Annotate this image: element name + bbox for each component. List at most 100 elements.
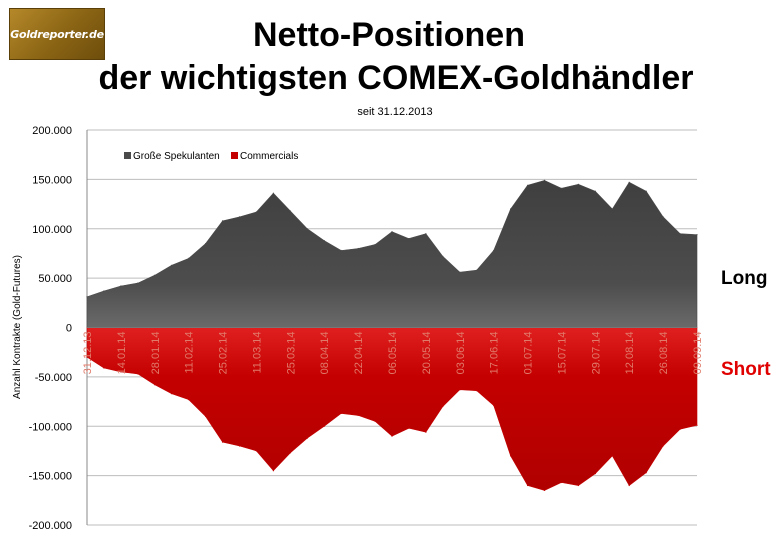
chart-subtitle: seit 31.12.2013 [357,106,433,118]
y-axis: 200.000 150.000 100.000 50.000 0 -50.000 -100.… [29,125,88,532]
x-axis: 31.12.13 14.01.14 28.01.14 11.02.14 25.02.14… [82,332,704,375]
data-point [493,404,495,407]
data-point [154,274,156,276]
data-point [120,285,122,287]
chart-title-line2: der wichtigsten COMEX-Goldhändler [98,59,694,97]
data-point [306,228,308,230]
data-point [696,424,698,426]
data-point [611,455,613,457]
data-point [357,247,359,250]
y-tick-label: -100.000 [29,421,72,433]
data-point [679,428,681,430]
data-point [662,445,664,447]
legend-label: Große Spekulanten [133,151,220,162]
data-point [560,481,563,484]
data-point [255,450,257,452]
area-series [86,179,698,491]
data-point [628,181,630,183]
data-point [205,243,207,245]
data-point [527,184,529,186]
data-point [238,216,241,218]
data-point [357,414,359,416]
x-tick-label: 22.04.14 [353,332,365,375]
data-point [374,420,376,422]
data-point [120,371,122,373]
x-tick-label: 01.07.14 [523,332,535,375]
legend: Große Spekulanten Commercials [124,151,298,162]
data-point [408,427,410,429]
data-point [611,208,613,210]
data-point [543,489,546,491]
data-point [103,367,105,369]
series-area-commercials [86,327,698,491]
x-tick-label: 25.03.14 [285,332,297,375]
data-point [442,405,444,408]
data-point [137,282,139,284]
data-point [510,208,512,210]
data-point [272,470,274,472]
data-point [391,435,393,437]
data-point [171,264,173,266]
x-tick-label: 14.01.14 [116,332,128,375]
x-tick-label: 31.12.13 [82,332,94,375]
data-point [323,425,325,427]
x-tick-label: 17.06.14 [489,332,501,375]
y-tick-label: 200.000 [32,125,72,137]
data-point [696,234,698,236]
data-point [323,240,325,242]
data-point [171,393,173,395]
data-point [442,255,444,257]
legend-label: Commercials [240,151,298,162]
data-point [662,216,664,218]
x-tick-label: 20.05.14 [421,332,433,375]
data-point [645,190,647,192]
data-point [459,389,461,391]
x-tick-label: 29.07.14 [590,332,602,375]
data-point [340,249,342,252]
data-point [459,271,461,273]
y-tick-label: 50.000 [38,273,72,285]
data-point [645,472,647,474]
data-point [86,296,88,298]
data-point [527,484,529,487]
data-point [340,412,342,414]
data-point [154,384,156,386]
y-axis-title: Anzahl Kontrakte (Gold-Futures) [12,255,23,399]
y-tick-label: 150.000 [32,174,72,186]
data-point [86,356,88,358]
data-point [560,187,563,189]
y-tick-label: -200.000 [29,520,72,532]
data-point [222,441,224,443]
data-point [391,231,393,233]
y-tick-label: -50.000 [35,372,72,384]
data-point [476,269,478,271]
data-point [272,192,274,194]
x-tick-label: 11.03.14 [251,332,263,374]
data-point [679,233,681,235]
logo-text: Goldreporter.de [10,27,104,41]
x-tick-label: 08.04.14 [319,332,331,375]
data-point [408,238,410,240]
data-point [137,373,139,375]
data-point [577,183,580,185]
data-point [289,210,291,212]
data-point [493,249,495,252]
data-point [188,257,190,259]
series-area-spekulanten [86,180,698,328]
data-point [306,437,308,439]
legend-swatch [231,152,238,159]
y-tick-label: 0 [66,323,72,335]
y-tick-label: 100.000 [32,224,72,236]
data-point [222,220,224,222]
data-point [425,233,427,235]
long-label: Long [721,268,768,289]
data-point [628,484,630,487]
data-point [374,244,376,246]
data-point [510,455,512,457]
legend-swatch [124,152,131,159]
x-tick-label: 26.08.14 [658,332,670,375]
data-point [543,179,546,181]
chart-title-line1: Netto-Positionen [253,16,525,54]
chart-title: Netto-Positionen der wichtigsten COMEX-G… [0,14,778,100]
